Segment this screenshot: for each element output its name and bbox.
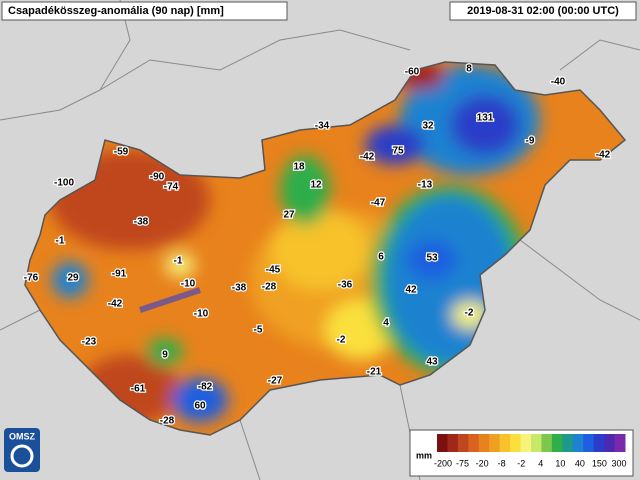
station-value: 42: [405, 285, 417, 296]
station-value: -90: [150, 172, 165, 183]
station-value: -91: [112, 269, 127, 280]
station-value: 131: [477, 113, 494, 124]
legend-swatch: [604, 434, 616, 452]
legend-tick: -20: [476, 458, 489, 468]
station-value: -38: [134, 217, 149, 228]
logo-text: OMSZ: [9, 431, 36, 441]
station-value: -42: [360, 152, 375, 163]
station-value: 60: [194, 401, 206, 412]
legend-swatch: [572, 434, 584, 452]
station-value: -27: [268, 376, 283, 387]
title-box: [1, 1, 288, 21]
legend-swatch: [489, 434, 501, 452]
legend-swatch: [541, 434, 553, 452]
legend-swatch: [478, 434, 490, 452]
station-value: 53: [426, 253, 438, 264]
legend-tick: 40: [575, 458, 585, 468]
station-value: -76: [24, 273, 39, 284]
station-value: -28: [262, 282, 277, 293]
station-value: -1: [56, 236, 65, 247]
timestamp: 2019-08-31 02:00 (00:00 UTC): [467, 5, 619, 17]
station-value: -100: [54, 178, 74, 189]
station-value: 43: [426, 357, 438, 368]
legend-swatch: [583, 434, 595, 452]
legend-swatch: [593, 434, 605, 452]
legend-tick: -8: [498, 458, 506, 468]
legend-tick: -2: [517, 458, 525, 468]
station-value: -45: [266, 265, 281, 276]
station-value: -40: [551, 77, 566, 88]
legend-swatch: [614, 434, 626, 452]
station-value: 27: [283, 210, 295, 221]
legend-tick: 150: [592, 458, 607, 468]
legend-tick: 10: [555, 458, 565, 468]
logo: OMSZ: [4, 428, 40, 472]
station-value: -74: [164, 182, 179, 193]
station-value: 12: [310, 180, 322, 191]
station-value: 4: [383, 318, 389, 329]
legend-swatch: [510, 434, 522, 452]
legend-unit: mm: [416, 450, 432, 460]
station-value: 29: [67, 273, 79, 284]
station-value: 18: [293, 162, 305, 173]
station-value: 8: [466, 64, 472, 75]
legend-tick: -75: [456, 458, 469, 468]
legend-swatch: [437, 434, 448, 452]
legend-swatch: [468, 434, 480, 452]
station-value: -2: [465, 308, 474, 319]
station-value: -59: [114, 147, 129, 158]
legend-swatch: [499, 434, 511, 452]
station-value: -38: [232, 283, 247, 294]
station-value: -13: [418, 180, 433, 191]
legend-swatch: [457, 434, 469, 452]
station-value: -42: [108, 299, 123, 310]
station-value: -23: [82, 337, 97, 348]
legend-tick: -200: [434, 458, 452, 468]
station-value: -10: [194, 309, 209, 320]
station-value: 32: [422, 121, 434, 132]
station-value: -60: [405, 67, 420, 78]
legend-swatch: [520, 434, 532, 452]
legend-swatch: [551, 434, 563, 452]
station-value: -34: [315, 121, 330, 132]
station-value: 9: [162, 350, 168, 361]
timestamp-box: [449, 1, 637, 21]
station-value: -10: [181, 279, 196, 290]
station-value: -61: [131, 384, 146, 395]
station-value: -82: [198, 382, 213, 393]
station-value: -1: [174, 256, 183, 267]
station-value: -36: [338, 280, 353, 291]
title: Csapadékösszeg-anomália (90 nap) [mm]: [8, 5, 224, 17]
station-value: -9: [526, 136, 535, 147]
legend-swatch: [447, 434, 459, 452]
station-value: 75: [392, 146, 404, 157]
station-value: 6: [378, 252, 384, 263]
legend-tick: 4: [538, 458, 543, 468]
station-value: -2: [337, 335, 346, 346]
station-value: -5: [254, 325, 263, 336]
station-value: -28: [160, 416, 175, 427]
station-value: -21: [367, 367, 382, 378]
legend-swatch: [531, 434, 542, 452]
legend-swatch: [562, 434, 574, 452]
station-value: -42: [596, 150, 611, 161]
station-value: -47: [371, 198, 386, 209]
legend-tick: 300: [611, 458, 626, 468]
